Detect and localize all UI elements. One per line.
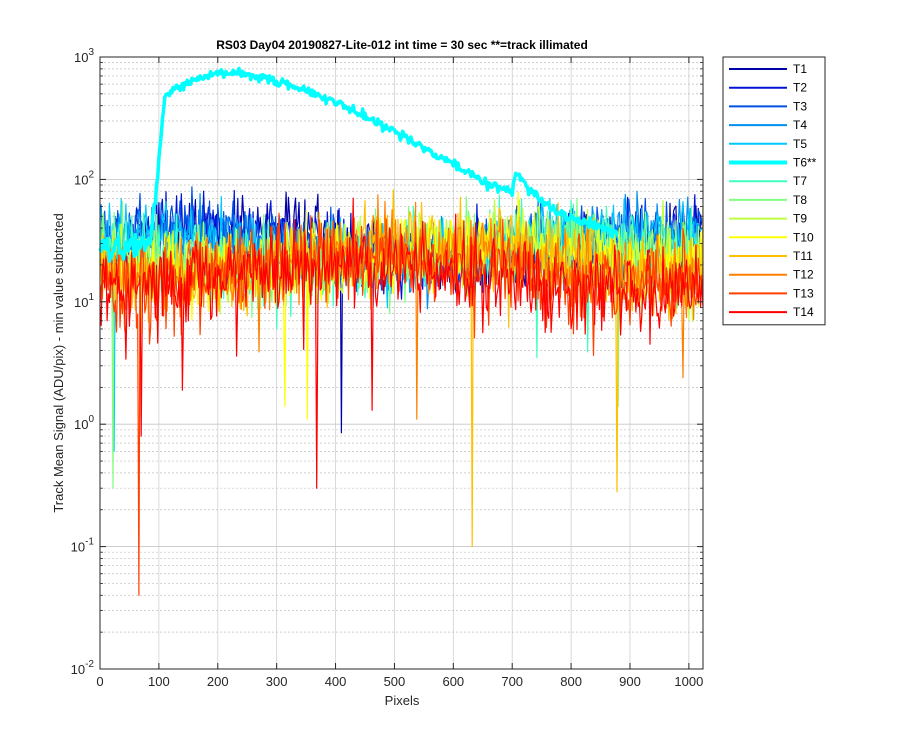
x-tick-label: 600	[442, 674, 464, 689]
x-tick-label: 500	[384, 674, 406, 689]
y-tick-label: 10-2	[71, 659, 95, 677]
x-tick-label: 200	[207, 674, 229, 689]
legend-label: T2	[793, 81, 807, 95]
series-layer	[98, 66, 704, 596]
legend-label: T14	[793, 305, 814, 319]
x-tick-label: 400	[325, 674, 347, 689]
y-axis-label: Track Mean Signal (ADU/pix) - min value …	[51, 213, 66, 512]
x-tick-label: 700	[501, 674, 523, 689]
series-line-t14	[99, 197, 704, 489]
axes-box	[99, 56, 704, 670]
series-line-t6	[98, 66, 619, 263]
y-tick-label: 100	[74, 414, 94, 432]
legend: T1 T2 T3 T4 T5 T6** T7 T8 T9 T10 T11 T12 T13 T14	[722, 56, 826, 326]
x-tick-label: 900	[619, 674, 641, 689]
x-tick-label: 100	[148, 674, 170, 689]
legend-label: T3	[793, 99, 807, 113]
x-tick-label: 800	[560, 674, 582, 689]
legend-label: T4	[793, 118, 807, 132]
legend-label: T1	[793, 62, 807, 76]
y-tick-label: 102	[74, 169, 94, 187]
chart-title: RS03 Day04 20190827-Lite-012 int time = …	[216, 38, 588, 52]
series-line-t9	[99, 199, 704, 324]
legend-label: T11	[793, 249, 813, 263]
y-tick-label: 10-1	[71, 537, 95, 555]
plot-area	[100, 57, 703, 669]
y-tick-label: 101	[74, 292, 94, 310]
legend-label: T5	[793, 137, 807, 151]
y-tick-label: 103	[74, 47, 94, 65]
legend-label: T12	[793, 268, 814, 282]
legend-label: T13	[793, 286, 814, 300]
ticks: 0 100 200 300 400 500 600 700 800 900 1000 10-2 10-1…	[71, 47, 704, 689]
legend-label: T8	[793, 193, 807, 207]
legend-box	[722, 56, 826, 326]
grid	[100, 57, 703, 669]
legend-label: T9	[793, 212, 807, 226]
legend-label: T10	[793, 230, 814, 244]
x-tick-label: 1000	[674, 674, 703, 689]
legend-label: T6**	[793, 156, 817, 170]
x-tick-label: 0	[96, 674, 103, 689]
x-tick-label: 300	[266, 674, 288, 689]
legend-label: T7	[793, 174, 807, 188]
x-axis-label: Pixels	[385, 693, 420, 708]
